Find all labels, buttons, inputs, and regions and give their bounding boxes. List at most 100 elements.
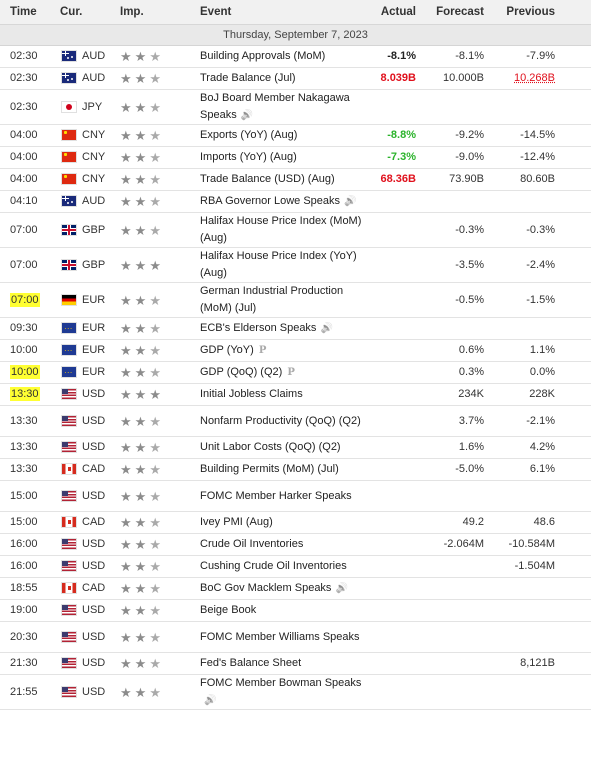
event-row[interactable]: 04:00 CNY ★★★ Exports (YoY) (Aug) -8.8% -9.2%… xyxy=(0,124,591,147)
event-name-cell[interactable]: Building Approvals (MoM) xyxy=(200,45,366,68)
event-name-cell[interactable]: RBA Governor Lowe Speaks 🔊 xyxy=(200,190,366,213)
event-name-link[interactable]: Fed's Balance Sheet xyxy=(200,657,302,669)
event-name-cell[interactable]: GDP (QoQ) (Q2) P xyxy=(200,361,366,384)
header-forecast[interactable]: Forecast xyxy=(420,0,488,25)
event-name-link[interactable]: ECB's Elderson Speaks xyxy=(200,322,317,334)
event-name-link[interactable]: Building Permits (MoM) (Jul) xyxy=(200,463,339,475)
importance-star-icon: ★ xyxy=(134,488,150,504)
event-name-link[interactable]: Halifax House Price Index (MoM) (Aug) xyxy=(200,215,362,244)
event-name-cell[interactable]: Halifax House Price Index (YoY) (Aug) xyxy=(200,247,366,283)
event-row[interactable]: 13:30 USD ★★★ Nonfarm Productivity (QoQ) (Q… xyxy=(0,405,591,437)
event-row[interactable]: 16:00 USD ★★★ Cushing Crude Oil Inventories… xyxy=(0,555,591,578)
event-name-cell[interactable]: GDP (YoY) P xyxy=(200,339,366,362)
importance-rating: ★★★ xyxy=(120,436,200,459)
event-row[interactable]: 18:55 CAD ★★★ BoC Gov Macklem Speaks 🔊 xyxy=(0,577,591,600)
event-name-link[interactable]: FOMC Member Harker Speaks xyxy=(200,489,352,502)
event-name-link[interactable]: Unit Labor Costs (QoQ) (Q2) xyxy=(200,441,341,453)
event-name-cell[interactable]: Unit Labor Costs (QoQ) (Q2) xyxy=(200,436,366,459)
event-name-link[interactable]: German Industrial Production (MoM) (Jul) xyxy=(200,285,344,314)
header-currency[interactable]: Cur. xyxy=(60,0,120,25)
importance-star-icon: ★ xyxy=(134,629,150,645)
event-name-cell[interactable]: Fed's Balance Sheet xyxy=(200,652,366,675)
event-name-cell[interactable]: Beige Book xyxy=(200,599,366,622)
event-name-link[interactable]: GDP (YoY) xyxy=(200,344,254,356)
importance-star-icon: ★ xyxy=(149,222,164,238)
event-name-cell[interactable]: Building Permits (MoM) (Jul) xyxy=(200,458,366,481)
event-previous-cell xyxy=(488,480,591,512)
event-row[interactable]: 15:00 USD ★★★ FOMC Member Harker Speaks xyxy=(0,480,591,512)
event-row[interactable]: 16:00 USD ★★★ Crude Oil Inventories -2.064M -… xyxy=(0,533,591,556)
event-row[interactable]: 04:10 AUD ★★★ RBA Governor Lowe Speaks 🔊 xyxy=(0,190,591,213)
event-name-link[interactable]: RBA Governor Lowe Speaks xyxy=(200,195,341,207)
event-row[interactable]: 13:30 USD ★★★ Unit Labor Costs (QoQ) (Q2) 1.… xyxy=(0,436,591,459)
event-previous: -14.5% xyxy=(520,129,555,141)
event-actual xyxy=(366,190,420,213)
header-actual[interactable]: Actual xyxy=(366,0,420,25)
speech-icon: 🔊 xyxy=(240,110,254,121)
event-name-cell[interactable]: Ivey PMI (Aug) xyxy=(200,511,366,534)
event-name-link[interactable]: Building Approvals (MoM) xyxy=(200,50,326,62)
event-name-cell[interactable]: BoJ Board Member Nakagawa Speaks 🔊 xyxy=(200,89,366,125)
event-row[interactable]: 04:00 CNY ★★★ Imports (YoY) (Aug) -7.3% -9.0%… xyxy=(0,146,591,169)
event-name-cell[interactable]: FOMC Member Harker Speaks xyxy=(200,480,366,512)
event-row[interactable]: 15:00 CAD ★★★ Ivey PMI (Aug) 49.2 48.6 xyxy=(0,511,591,534)
event-name-cell[interactable]: Nonfarm Productivity (QoQ) (Q2) xyxy=(200,405,366,437)
event-row[interactable]: 19:00 USD ★★★ Beige Book xyxy=(0,599,591,622)
event-row[interactable]: 04:00 CNY ★★★ Trade Balance (USD) (Aug) 68.3… xyxy=(0,168,591,191)
event-row[interactable]: 21:30 USD ★★★ Fed's Balance Sheet 8,121B xyxy=(0,652,591,675)
event-row[interactable]: 07:00 GBP ★★★ Halifax House Price Index (Mo… xyxy=(0,212,591,248)
event-row[interactable]: 07:00 EUR ★★★ German Industrial Production … xyxy=(0,282,591,318)
event-name-cell[interactable]: Crude Oil Inventories xyxy=(200,533,366,556)
event-name-cell[interactable]: Imports (YoY) (Aug) xyxy=(200,146,366,169)
event-name-link[interactable]: Cushing Crude Oil Inventories xyxy=(200,560,347,572)
event-row[interactable]: 02:30 JPY ★★★ BoJ Board Member Nakagawa Spe… xyxy=(0,89,591,125)
header-importance[interactable]: Imp. xyxy=(120,0,200,25)
event-name-cell[interactable]: Exports (YoY) (Aug) xyxy=(200,124,366,147)
event-name-link[interactable]: Exports (YoY) (Aug) xyxy=(200,129,298,141)
event-previous-cell: -1.504M xyxy=(488,555,591,578)
event-name-cell[interactable]: FOMC Member Williams Speaks xyxy=(200,621,366,653)
event-row[interactable]: 09:30EUR★★★ECB's Elderson Speaks🔊 xyxy=(0,317,591,340)
event-name-link[interactable]: Trade Balance (Jul) xyxy=(200,72,296,84)
event-row[interactable]: 21:55 USD ★★★ FOMC Member Bowman Speaks🔊 xyxy=(0,674,591,710)
event-previous[interactable]: 10.268B xyxy=(514,72,555,84)
event-name-link[interactable]: Ivey PMI (Aug) xyxy=(200,516,273,528)
event-row[interactable]: 13:30 USD ★★★ Initial Jobless Claims 234K 228… xyxy=(0,383,591,406)
event-name-link[interactable]: FOMC Member Bowman Speaks xyxy=(200,677,362,689)
event-previous-cell: -1.5% xyxy=(488,282,591,318)
event-row[interactable]: 07:00 GBP ★★★ Halifax House Price Index (Yo… xyxy=(0,247,591,283)
event-name-cell[interactable]: FOMC Member Bowman Speaks 🔊 xyxy=(200,674,366,710)
event-name-cell[interactable]: Cushing Crude Oil Inventories xyxy=(200,555,366,578)
event-name-cell[interactable]: ECB's Elderson Speaks 🔊 xyxy=(200,317,366,340)
event-name-link[interactable]: GDP (QoQ) (Q2) xyxy=(200,366,283,378)
event-name-cell[interactable]: BoC Gov Macklem Speaks 🔊 xyxy=(200,577,366,600)
event-name-link[interactable]: Crude Oil Inventories xyxy=(200,538,304,550)
event-name-cell[interactable]: Halifax House Price Index (MoM) (Aug) xyxy=(200,212,366,248)
event-row[interactable]: 13:30 CAD ★★★ Building Permits (MoM) (Jul) -… xyxy=(0,458,591,481)
event-name-link[interactable]: Beige Book xyxy=(200,604,257,616)
event-name-link[interactable]: Initial Jobless Claims xyxy=(200,388,303,400)
importance-star-icon: ★ xyxy=(134,684,150,700)
importance-star-icon: ★ xyxy=(134,603,150,618)
event-name-link[interactable]: Nonfarm Productivity (QoQ) (Q2) xyxy=(200,414,361,427)
event-name-link[interactable]: Imports (YoY) (Aug) xyxy=(200,151,297,163)
event-row[interactable]: 02:30 AUD ★★★ Trade Balance (Jul) 8.039B 10.0… xyxy=(0,67,591,90)
header-time[interactable]: Time xyxy=(0,0,60,25)
event-row[interactable]: 02:30 AUD ★★★ Building Approvals (MoM) -8.1%… xyxy=(0,45,591,68)
header-previous[interactable]: Previous xyxy=(488,0,591,25)
event-row[interactable]: 20:30 USD ★★★ FOMC Member Williams Speaks xyxy=(0,621,591,653)
event-name-cell[interactable]: Initial Jobless Claims xyxy=(200,383,366,406)
event-name-link[interactable]: Trade Balance (USD) (Aug) xyxy=(200,173,335,185)
importance-star-icon: ★ xyxy=(120,321,135,336)
event-name-cell[interactable]: German Industrial Production (MoM) (Jul) xyxy=(200,282,366,318)
header-event[interactable]: Event xyxy=(200,0,366,25)
event-name-link[interactable]: BoJ Board Member Nakagawa Speaks xyxy=(200,92,350,121)
event-name-link[interactable]: FOMC Member Williams Speaks xyxy=(200,630,360,643)
event-currency-cell: AUD xyxy=(60,190,120,213)
event-name-cell[interactable]: Trade Balance (USD) (Aug) xyxy=(200,168,366,191)
event-name-link[interactable]: BoC Gov Macklem Speaks xyxy=(200,582,332,594)
event-name-cell[interactable]: Trade Balance (Jul) xyxy=(200,67,366,90)
event-name-link[interactable]: Halifax House Price Index (YoY) (Aug) xyxy=(200,250,357,279)
